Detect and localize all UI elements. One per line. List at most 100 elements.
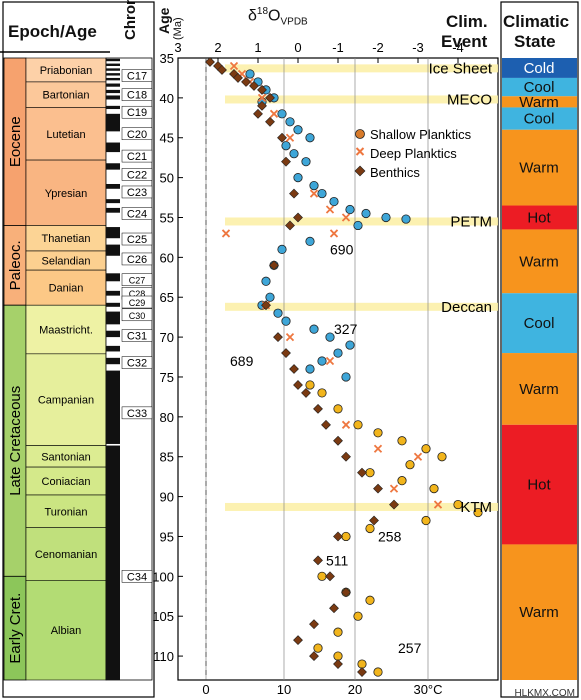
delta-tick-label: -1: [332, 40, 344, 55]
age-label: Cenomanian: [35, 549, 97, 561]
data-point-diamond: [313, 403, 323, 414]
age-tick-label: 80: [160, 410, 174, 425]
age-label: Thanetian: [42, 233, 91, 245]
age-label: Coniacian: [42, 476, 91, 488]
data-point-circle: [285, 117, 295, 127]
chron-label: C26: [127, 254, 147, 266]
data-point-circle: [245, 69, 255, 79]
age-tick-label: 85: [160, 450, 174, 465]
data-point-x: [341, 420, 351, 429]
data-point-circle: [361, 208, 371, 219]
data-point-circle: [429, 484, 439, 494]
data-point-circle: [333, 404, 343, 414]
delta-o-axis-label: δ18OVPDB: [248, 6, 308, 28]
data-point-x: [373, 444, 383, 453]
chron-cell: [121, 168, 153, 181]
site-label: 689: [230, 353, 254, 369]
legend: Shallow Planktics Deep Planktics Benthics: [354, 127, 472, 180]
chron-polarity-bar: [106, 77, 120, 81]
data-point-circle: [333, 651, 343, 661]
data-point-circle: [397, 476, 407, 486]
age-label: Priabonian: [40, 65, 93, 77]
age-label: Bartonian: [42, 90, 89, 102]
chron-cell: [121, 329, 153, 342]
delta-tick-label: -4: [452, 40, 464, 55]
data-point-circle: [305, 133, 315, 143]
data-point-diamond: [253, 108, 263, 119]
event-band: [225, 64, 498, 73]
age-cell: [25, 527, 107, 581]
data-point-diamond: [217, 65, 227, 75]
data-point-circle: [437, 452, 447, 462]
age-label: Selandian: [42, 256, 91, 268]
event-highlights: [225, 64, 498, 511]
temperature-tick-label: 0: [202, 682, 209, 697]
data-point-diamond: [257, 100, 267, 111]
chron-polarity-bar: [106, 302, 120, 307]
data-point-circle: [421, 444, 431, 454]
data-point-diamond: [309, 651, 319, 662]
age-tick-label: 45: [160, 131, 174, 146]
chron-polarity-bar: [106, 68, 120, 71]
data-point-circle: [281, 316, 291, 326]
chron-label: C27: [129, 276, 146, 286]
chron-cell: [121, 207, 153, 220]
data-point-circle: [317, 571, 327, 581]
chron-label: C22: [127, 169, 147, 181]
age-tick-label: 100: [152, 569, 174, 584]
delta-superscript: 18: [256, 6, 269, 17]
event-label: MECO: [447, 91, 492, 108]
climatic-state-header-2: State: [514, 32, 556, 51]
data-point-diamond: [277, 132, 287, 143]
data-point-circle: [365, 595, 375, 605]
event-band: [225, 502, 498, 511]
data-point-x: [325, 205, 335, 214]
data-points: [205, 57, 483, 677]
watermark: HLKMX.COM: [514, 688, 575, 699]
age-label: Turonian: [44, 506, 87, 518]
delta-tick-label: -3: [412, 40, 424, 55]
site-label: 327: [334, 321, 358, 337]
legend-circle-icon: [355, 129, 365, 139]
data-point-circle: [345, 340, 355, 350]
data-point-circle: [365, 523, 375, 534]
data-point-circle: [325, 332, 335, 342]
climate-band: [502, 129, 577, 206]
data-point-circle: [405, 460, 415, 470]
delta-tick-label: -2: [372, 40, 384, 55]
data-point-diamond: [293, 212, 303, 223]
chron-label: C29: [129, 298, 146, 308]
climate-label: Warm: [519, 604, 558, 621]
chron-label: C28: [129, 289, 146, 299]
data-point-diamond: [301, 387, 311, 398]
data-point-diamond: [333, 659, 343, 669]
chron-label: C18: [127, 90, 147, 102]
climate-label: Cool: [524, 315, 555, 332]
chron-cell: [121, 88, 153, 101]
delta-subscript: VPDB: [280, 16, 308, 28]
temperature-tick-label: 10: [277, 682, 291, 697]
data-point-circle: [277, 244, 287, 254]
age-tick-label: 70: [160, 330, 174, 345]
data-point-diamond: [261, 300, 271, 311]
data-point-circle: [353, 611, 363, 621]
data-point-circle: [261, 276, 271, 286]
age-tick-label: 35: [160, 51, 174, 66]
chron-polarity-bar: [106, 105, 120, 110]
data-point-x: [257, 93, 267, 103]
data-point-x: [389, 484, 399, 493]
chron-label: C31: [127, 331, 147, 343]
chron-polarity-bar: [106, 330, 120, 338]
data-point-circle: [305, 236, 315, 247]
data-point-diamond: [321, 419, 331, 430]
climate-label: Hot: [527, 477, 551, 494]
chron-polarity-bar: [106, 273, 120, 282]
climate-band: [502, 353, 577, 425]
chron-cell: [121, 185, 153, 199]
legend-diamond-icon: [354, 165, 366, 177]
chron-label: C17: [127, 71, 147, 83]
data-point-diamond: [285, 220, 295, 231]
data-point-diamond: [333, 531, 343, 542]
data-point-diamond: [389, 499, 399, 510]
annotation-labels: Ice Sheet MECO PETM Deccan KTM 690 327 689 258 51…: [230, 60, 493, 656]
